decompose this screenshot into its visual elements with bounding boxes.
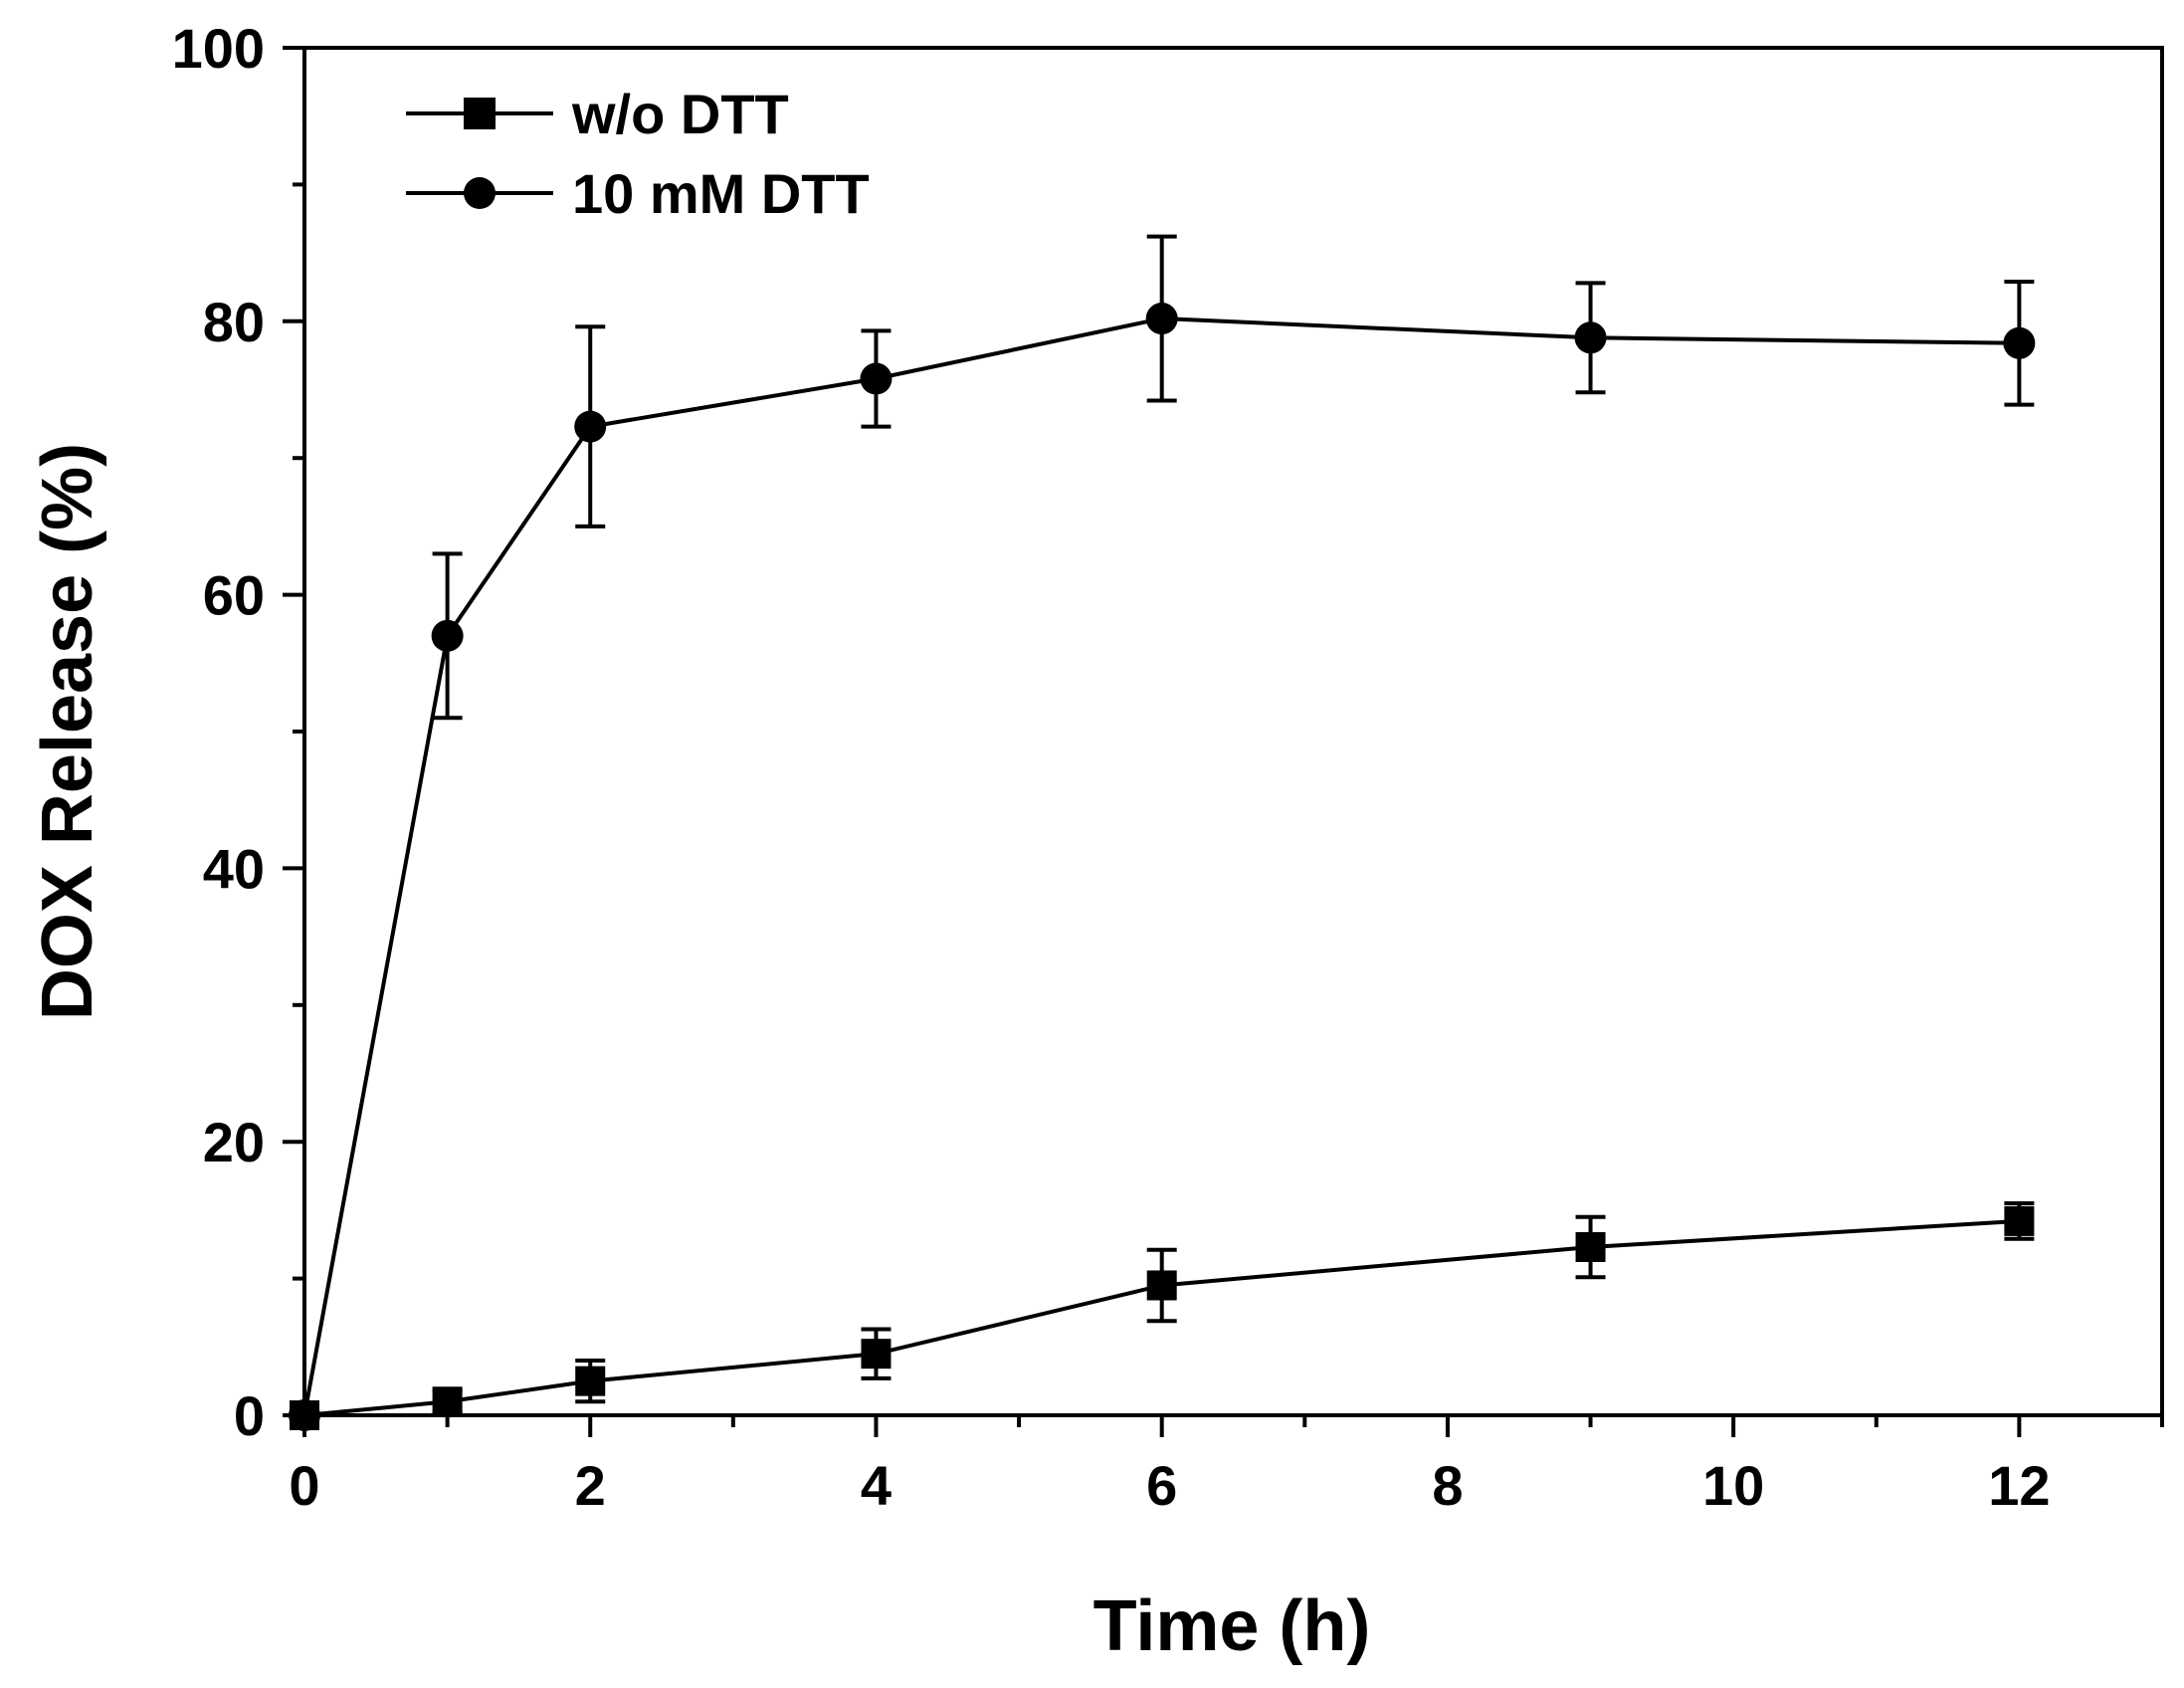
axis-tick-labels: 0 2 4 6 8 10 12 0 20 40 60 80 100 (172, 17, 2051, 1517)
x-tick-label: 12 (1988, 1454, 2050, 1517)
x-tick-label: 6 (1146, 1454, 1177, 1517)
y-tick-label: 80 (203, 291, 265, 353)
data-point-square (575, 1366, 606, 1396)
legend: w/o DTT 10 mM DTT (406, 83, 870, 225)
x-tick-label: 0 (289, 1454, 319, 1517)
x-tick-label: 2 (575, 1454, 606, 1517)
x-tick-label: 4 (861, 1454, 892, 1517)
data-point-circle (2003, 326, 2036, 359)
series-w-o-dtt (290, 1201, 2035, 1430)
y-tick-label: 60 (203, 564, 265, 627)
data-point-square (432, 1386, 463, 1417)
y-tick-label: 40 (203, 837, 265, 900)
data-point-square (861, 1339, 892, 1370)
data-point-circle (1145, 303, 1178, 335)
legend-label-wo-dtt: w/o DTT (571, 83, 789, 145)
x-tick-label: 10 (1702, 1454, 1764, 1517)
y-axis-title: DOX Release (%) (28, 443, 107, 1020)
data-point-square (1575, 1231, 1606, 1262)
data-point-square (1146, 1270, 1177, 1301)
legend-marker-circle (464, 177, 496, 209)
data-point-circle (431, 619, 464, 652)
legend-label-10mm-dtt: 10 mM DTT (572, 162, 870, 225)
series-10-mm-dtt (289, 234, 2036, 1431)
x-tick-label: 8 (1432, 1454, 1463, 1517)
data-point-circle (574, 410, 607, 443)
data-point-square (2004, 1205, 2035, 1236)
plot-frame (302, 46, 2164, 1417)
data-point-circle (1574, 321, 1607, 354)
legend-marker-square (464, 98, 496, 129)
x-axis-title: Time (h) (1093, 1586, 1371, 1666)
series-layer (289, 234, 2036, 1431)
y-tick-label: 20 (203, 1111, 265, 1173)
data-point-circle (289, 1399, 320, 1431)
data-point-circle (860, 362, 893, 395)
y-tick-label: 100 (172, 17, 265, 80)
axis-ticks (283, 46, 2164, 1437)
y-tick-label: 0 (234, 1384, 265, 1447)
